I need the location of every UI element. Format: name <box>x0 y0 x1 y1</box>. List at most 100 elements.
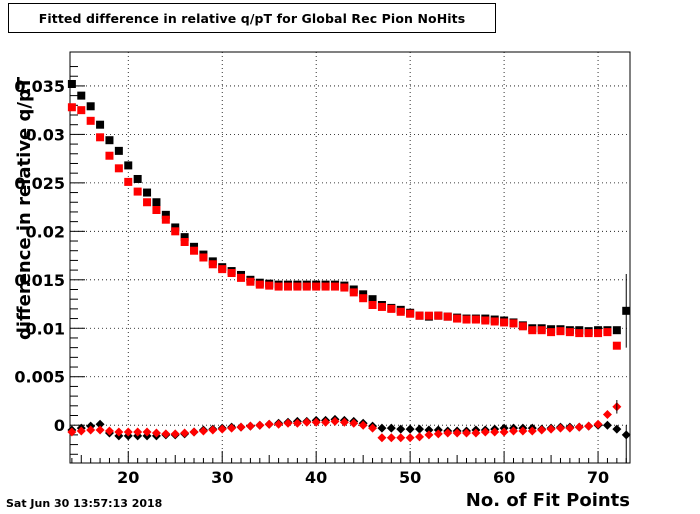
data-point-square <box>434 311 443 320</box>
data-point-diamond <box>217 424 227 434</box>
data-point-square <box>114 164 123 173</box>
data-marks <box>67 79 631 463</box>
data-point-square <box>67 103 76 112</box>
data-point-square <box>537 326 546 335</box>
data-point-square <box>190 246 199 255</box>
data-point-diamond <box>377 423 387 433</box>
data-point-square <box>152 198 161 207</box>
data-point-diamond <box>170 429 180 439</box>
data-point-diamond <box>565 423 575 433</box>
x-tick-label: 40 <box>305 468 327 487</box>
data-point-square <box>96 120 105 129</box>
data-point-diamond <box>499 427 509 437</box>
data-point-diamond <box>180 428 190 438</box>
data-point-square <box>208 260 217 269</box>
data-point-square <box>265 281 274 290</box>
data-point-diamond <box>612 424 622 434</box>
data-point-diamond <box>386 433 396 443</box>
data-point-square <box>321 282 330 291</box>
data-point-square <box>86 116 95 125</box>
data-point-diamond <box>471 428 481 438</box>
data-point-diamond <box>311 417 321 427</box>
data-point-diamond <box>227 423 237 433</box>
data-point-square <box>359 294 368 303</box>
data-point-square <box>349 288 358 297</box>
data-point-square <box>283 282 292 291</box>
y-tick-label: 0.005 <box>14 368 65 387</box>
data-point-diamond <box>518 426 528 436</box>
data-point-square <box>518 322 527 331</box>
data-point-square <box>424 311 433 320</box>
x-tick-label: 60 <box>493 468 515 487</box>
data-point-square <box>396 307 405 316</box>
data-point-diamond <box>396 433 406 443</box>
data-point-square <box>387 304 396 313</box>
data-point-diamond <box>377 433 387 443</box>
data-point-square <box>302 282 311 291</box>
data-point-diamond <box>339 417 349 427</box>
data-point-diamond <box>264 419 274 429</box>
data-point-diamond <box>424 430 434 440</box>
data-point-square <box>77 91 86 100</box>
data-point-diamond <box>142 427 152 437</box>
data-point-square <box>377 302 386 311</box>
data-point-square <box>67 79 76 88</box>
data-point-diamond <box>95 419 105 429</box>
chart-title: Fitted difference in relative q/pT for G… <box>38 10 466 26</box>
data-point-square <box>227 269 236 278</box>
data-point-square <box>312 282 321 291</box>
data-point-diamond <box>462 428 472 438</box>
data-point-diamond <box>546 424 556 434</box>
data-point-square <box>594 329 603 338</box>
data-point-diamond <box>527 426 537 436</box>
data-point-square <box>565 328 574 337</box>
data-point-diamond <box>480 427 490 437</box>
data-point-square <box>105 151 114 160</box>
data-point-diamond <box>574 422 584 432</box>
y-tick-label: 0.02 <box>26 222 65 241</box>
y-tick-label: 0 <box>54 416 65 435</box>
data-point-square <box>584 329 593 338</box>
data-point-square <box>199 253 208 262</box>
data-point-square <box>509 319 518 328</box>
data-point-diamond <box>95 425 105 435</box>
data-point-square <box>237 273 246 282</box>
data-point-diamond <box>208 425 218 435</box>
data-point-diamond <box>415 432 425 442</box>
data-point-diamond <box>198 426 208 436</box>
data-point-diamond <box>349 418 359 428</box>
data-point-diamond <box>490 427 500 437</box>
plot-frame <box>69 51 631 464</box>
x-tick-label: 20 <box>117 468 139 487</box>
data-point-diamond <box>405 424 415 434</box>
data-point-diamond <box>602 410 612 420</box>
data-point-square <box>114 146 123 155</box>
data-point-square <box>330 282 339 291</box>
data-point-square <box>293 282 302 291</box>
data-point-square <box>255 280 264 289</box>
data-point-square <box>133 174 142 183</box>
data-point-diamond <box>123 427 133 437</box>
data-point-square <box>443 312 452 321</box>
data-point-diamond <box>508 426 518 436</box>
timestamp: Sat Jun 30 13:57:13 2018 <box>6 497 163 510</box>
data-point-square <box>612 341 621 350</box>
data-point-diamond <box>386 423 396 433</box>
y-tick-label: 0.035 <box>14 77 65 96</box>
data-point-square <box>124 161 133 170</box>
data-point-diamond <box>151 428 161 438</box>
data-point-diamond <box>330 416 340 426</box>
data-point-square <box>77 106 86 115</box>
data-point-diamond <box>358 420 368 430</box>
data-point-square <box>612 326 621 335</box>
data-point-square <box>86 102 95 111</box>
data-point-diamond <box>424 425 434 435</box>
data-point-diamond <box>415 424 425 434</box>
data-point-square <box>368 300 377 309</box>
data-point-diamond <box>104 426 114 436</box>
data-point-square <box>218 265 227 274</box>
data-point-diamond <box>302 417 312 427</box>
data-point-square <box>161 215 170 224</box>
data-point-square <box>556 327 565 336</box>
